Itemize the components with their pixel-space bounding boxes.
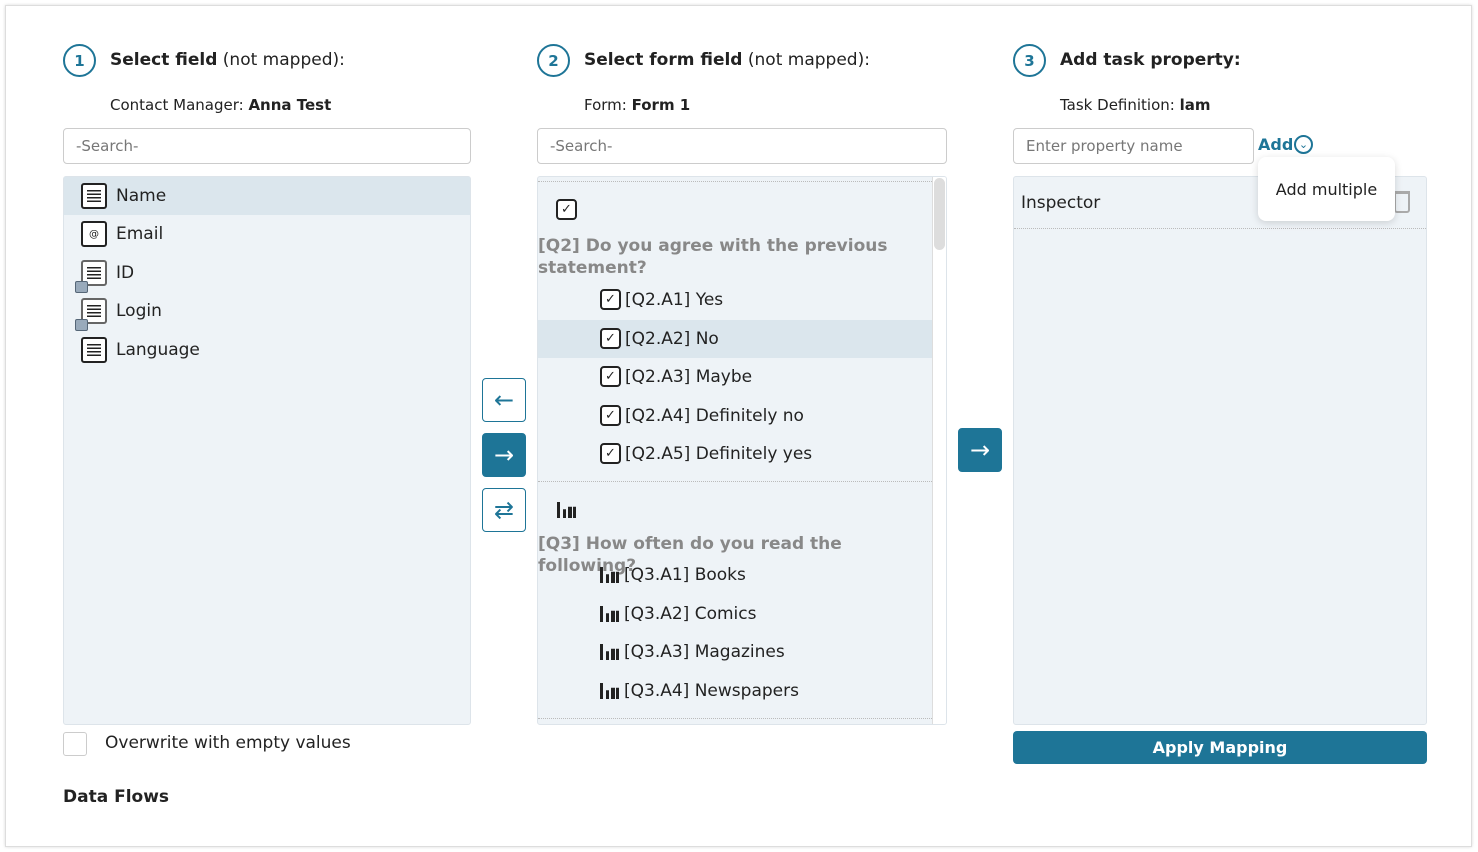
- item-label: Name: [116, 186, 167, 206]
- checkbox-icon: ✓: [600, 289, 621, 310]
- arrow-left-icon: ←: [493, 386, 515, 414]
- answer-q3-a2[interactable]: [Q3.A2] Comics: [600, 604, 756, 624]
- field-list: Name @ Email ID Login Language: [63, 176, 471, 725]
- locked-text-field-icon: [75, 260, 107, 293]
- data-flows-heading: Data Flows: [63, 787, 170, 807]
- text-field-icon: [81, 337, 107, 363]
- answer-label: [Q2.A2] No: [625, 328, 719, 349]
- answer-q2-a2[interactable]: ✓ [Q2.A2] No: [600, 328, 719, 349]
- rating-icon: [600, 606, 620, 622]
- divider: [538, 481, 932, 482]
- add-to-task-button[interactable]: →: [958, 428, 1002, 472]
- page-frame: [5, 5, 1472, 847]
- apply-mapping-button[interactable]: Apply Mapping: [1013, 731, 1427, 764]
- rating-icon: [600, 644, 620, 660]
- sub-label: Task Definition:: [1060, 96, 1180, 114]
- item-label: ID: [116, 263, 135, 283]
- answer-label: [Q2.A4] Definitely no: [625, 405, 804, 426]
- answer-q3-a1[interactable]: [Q3.A1] Books: [600, 565, 746, 585]
- answer-q2-a5[interactable]: ✓ [Q2.A5] Definitely yes: [600, 443, 812, 464]
- list-item-name[interactable]: Name: [64, 177, 470, 215]
- question-q3-title[interactable]: [Q3] How often do you read the following…: [538, 534, 842, 576]
- answer-q2-a4[interactable]: ✓ [Q2.A4] Definitely no: [600, 405, 804, 426]
- overwrite-label: Overwrite with empty values: [105, 733, 351, 753]
- checkbox-question-icon: ✓: [556, 199, 577, 220]
- answer-q2-a1[interactable]: ✓ [Q2.A1] Yes: [600, 289, 723, 310]
- add-dropdown-menu: Add multiple: [1258, 157, 1395, 221]
- step-2-badge: 2: [537, 44, 570, 77]
- answer-label: [Q3.A1] Books: [624, 565, 746, 585]
- col2-title: Select form field (not mapped):: [584, 50, 870, 70]
- form-field-search-input[interactable]: [537, 128, 947, 164]
- answer-q3-a3[interactable]: [Q3.A3] Magazines: [600, 642, 785, 662]
- col2-title-bold: Select form field: [584, 50, 743, 70]
- list-item-login[interactable]: Login: [64, 292, 470, 331]
- answer-q3-a4[interactable]: [Q3.A4] Newspapers: [600, 681, 799, 701]
- swap-arrows-icon: ⇄: [493, 496, 515, 524]
- contact-manager-label: Contact Manager: Anna Test: [110, 96, 331, 114]
- property-row[interactable]: Inspector: [1014, 177, 1426, 229]
- col1-title-rest: (not mapped):: [217, 50, 345, 70]
- add-property-button[interactable]: Add: [1258, 135, 1294, 154]
- list-item-language[interactable]: Language: [64, 331, 470, 369]
- selected-row-highlight: [538, 320, 932, 358]
- swap-button[interactable]: ⇄: [482, 488, 526, 532]
- menu-item-add-multiple[interactable]: Add multiple: [1275, 179, 1378, 199]
- step-3-badge: 3: [1013, 44, 1046, 77]
- rating-question-icon: [557, 502, 577, 518]
- rating-icon: [600, 683, 620, 699]
- email-field-icon: @: [81, 221, 107, 247]
- arrow-right-icon: →: [493, 441, 515, 469]
- task-definition-name: lam: [1179, 96, 1211, 114]
- text-field-icon: [81, 183, 107, 209]
- checkbox-icon: ✓: [600, 405, 621, 426]
- form-label: Form: Form 1: [584, 96, 690, 114]
- move-left-button[interactable]: ←: [482, 378, 526, 422]
- checkbox-icon: ✓: [600, 443, 621, 464]
- col1-title-bold: Select field: [110, 50, 218, 70]
- trash-icon[interactable]: [1394, 191, 1410, 213]
- sub-label: Contact Manager:: [110, 96, 249, 114]
- divider: [538, 718, 932, 719]
- locked-text-field-icon: [75, 298, 107, 331]
- col2-title-rest: (not mapped):: [742, 50, 870, 70]
- contact-manager-name: Anna Test: [248, 96, 332, 114]
- answer-label: [Q2.A1] Yes: [625, 289, 724, 310]
- item-label: Login: [116, 301, 162, 321]
- item-label: Language: [116, 340, 200, 360]
- list-item-email[interactable]: @ Email: [64, 215, 470, 253]
- scrollbar[interactable]: [932, 177, 946, 724]
- property-label: Inspector: [1021, 192, 1101, 213]
- answer-label: [Q3.A3] Magazines: [624, 642, 785, 662]
- col3-title: Add task property:: [1060, 50, 1241, 70]
- answer-label: [Q2.A3] Maybe: [625, 366, 753, 387]
- item-label: Email: [116, 224, 164, 244]
- task-definition-label: Task Definition: lam: [1060, 96, 1211, 114]
- answer-q2-a3[interactable]: ✓ [Q2.A3] Maybe: [600, 366, 752, 387]
- scrollbar-thumb[interactable]: [934, 178, 945, 250]
- question-q2-title[interactable]: [Q2] Do you agree with the previous stat…: [538, 236, 888, 278]
- checkbox-icon: ✓: [600, 328, 621, 349]
- list-item-id[interactable]: ID: [64, 254, 470, 293]
- sub-label: Form:: [584, 96, 632, 114]
- rating-icon: [600, 567, 620, 583]
- answer-label: [Q3.A4] Newspapers: [624, 681, 799, 701]
- chevron-down-icon[interactable]: ⌄: [1294, 135, 1313, 154]
- field-search-input[interactable]: [63, 128, 471, 164]
- step-1-badge: 1: [63, 44, 96, 77]
- answer-label: [Q2.A5] Definitely yes: [625, 443, 813, 464]
- checkbox-icon: ✓: [600, 366, 621, 387]
- divider: [538, 181, 932, 182]
- property-list: Inspector: [1013, 176, 1427, 725]
- form-field-list: ✓ [Q2] Do you agree with the previous st…: [537, 176, 947, 725]
- move-right-button[interactable]: →: [482, 433, 526, 477]
- property-name-input[interactable]: [1013, 128, 1254, 164]
- answer-label: [Q3.A2] Comics: [624, 604, 757, 624]
- form-name: Form 1: [631, 96, 691, 114]
- col1-title: Select field (not mapped):: [110, 50, 345, 70]
- arrow-right-icon: →: [969, 436, 991, 464]
- overwrite-checkbox[interactable]: [63, 732, 87, 756]
